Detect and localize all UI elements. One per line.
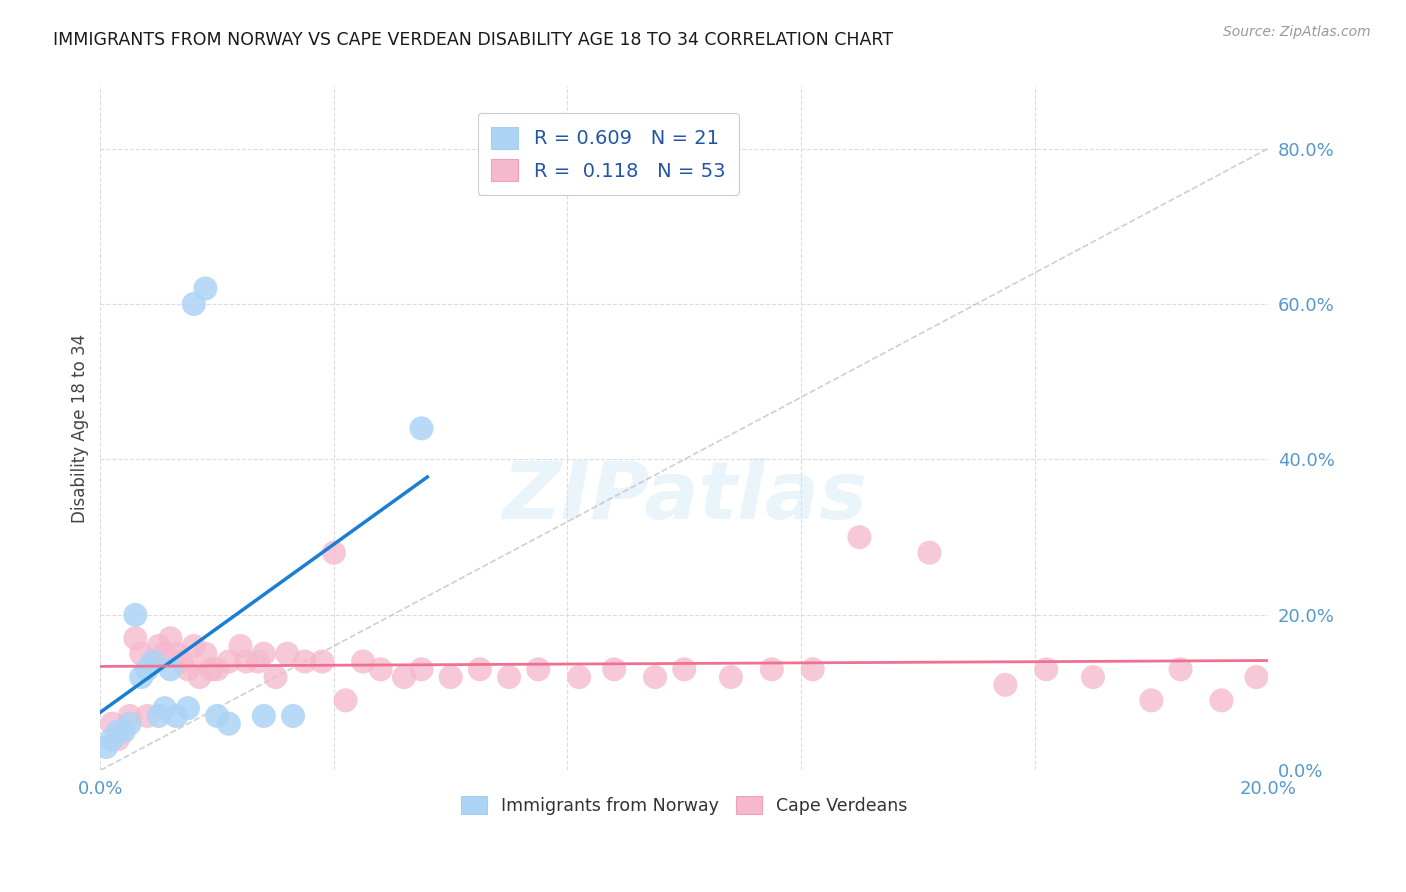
Point xyxy=(1170,662,1192,676)
Point xyxy=(720,670,742,684)
Point xyxy=(129,670,152,684)
Point xyxy=(142,655,165,669)
Point xyxy=(352,655,374,669)
Point xyxy=(218,716,240,731)
Point xyxy=(205,662,228,676)
Y-axis label: Disability Age 18 to 34: Disability Age 18 to 34 xyxy=(72,334,89,523)
Point xyxy=(218,655,240,669)
Point xyxy=(1211,693,1233,707)
Point xyxy=(498,670,520,684)
Point xyxy=(96,739,118,754)
Point xyxy=(205,709,228,723)
Point xyxy=(183,639,205,653)
Point xyxy=(311,655,333,669)
Point xyxy=(281,709,304,723)
Point xyxy=(276,647,298,661)
Point xyxy=(194,647,217,661)
Point xyxy=(129,647,152,661)
Point xyxy=(153,701,176,715)
Point xyxy=(568,670,591,684)
Point xyxy=(253,647,276,661)
Point xyxy=(848,530,870,544)
Point xyxy=(1140,693,1163,707)
Point xyxy=(107,724,129,739)
Point xyxy=(994,678,1017,692)
Point xyxy=(229,639,252,653)
Point xyxy=(1246,670,1268,684)
Point xyxy=(335,693,357,707)
Point xyxy=(112,724,135,739)
Point xyxy=(136,662,159,676)
Point xyxy=(411,421,433,435)
Text: IMMIGRANTS FROM NORWAY VS CAPE VERDEAN DISABILITY AGE 18 TO 34 CORRELATION CHART: IMMIGRANTS FROM NORWAY VS CAPE VERDEAN D… xyxy=(53,31,893,49)
Point xyxy=(200,662,222,676)
Point xyxy=(1081,670,1104,684)
Point xyxy=(101,732,124,747)
Point xyxy=(235,655,257,669)
Point xyxy=(392,670,415,684)
Point xyxy=(177,701,200,715)
Point xyxy=(142,655,165,669)
Legend: Immigrants from Norway, Cape Verdeans: Immigrants from Norway, Cape Verdeans xyxy=(453,787,917,823)
Point xyxy=(468,662,491,676)
Point xyxy=(148,639,170,653)
Point xyxy=(172,655,194,669)
Point xyxy=(118,709,141,723)
Text: Source: ZipAtlas.com: Source: ZipAtlas.com xyxy=(1223,25,1371,39)
Point xyxy=(183,297,205,311)
Point xyxy=(159,631,181,645)
Point xyxy=(370,662,392,676)
Point xyxy=(294,655,316,669)
Point xyxy=(165,709,187,723)
Point xyxy=(644,670,666,684)
Point xyxy=(673,662,696,676)
Point xyxy=(124,631,146,645)
Point xyxy=(107,732,129,747)
Point xyxy=(440,670,463,684)
Point xyxy=(918,546,941,560)
Point xyxy=(101,716,124,731)
Point xyxy=(411,662,433,676)
Point xyxy=(194,281,217,295)
Point xyxy=(165,647,187,661)
Point xyxy=(264,670,287,684)
Point xyxy=(761,662,783,676)
Point xyxy=(159,662,181,676)
Point xyxy=(118,716,141,731)
Point xyxy=(527,662,550,676)
Point xyxy=(124,607,146,622)
Point xyxy=(136,709,159,723)
Point xyxy=(153,647,176,661)
Point xyxy=(1035,662,1057,676)
Point xyxy=(801,662,824,676)
Point xyxy=(322,546,344,560)
Point xyxy=(603,662,626,676)
Text: ZIPatlas: ZIPatlas xyxy=(502,458,866,536)
Point xyxy=(177,662,200,676)
Point xyxy=(148,709,170,723)
Point xyxy=(253,709,276,723)
Point xyxy=(247,655,270,669)
Point xyxy=(188,670,211,684)
